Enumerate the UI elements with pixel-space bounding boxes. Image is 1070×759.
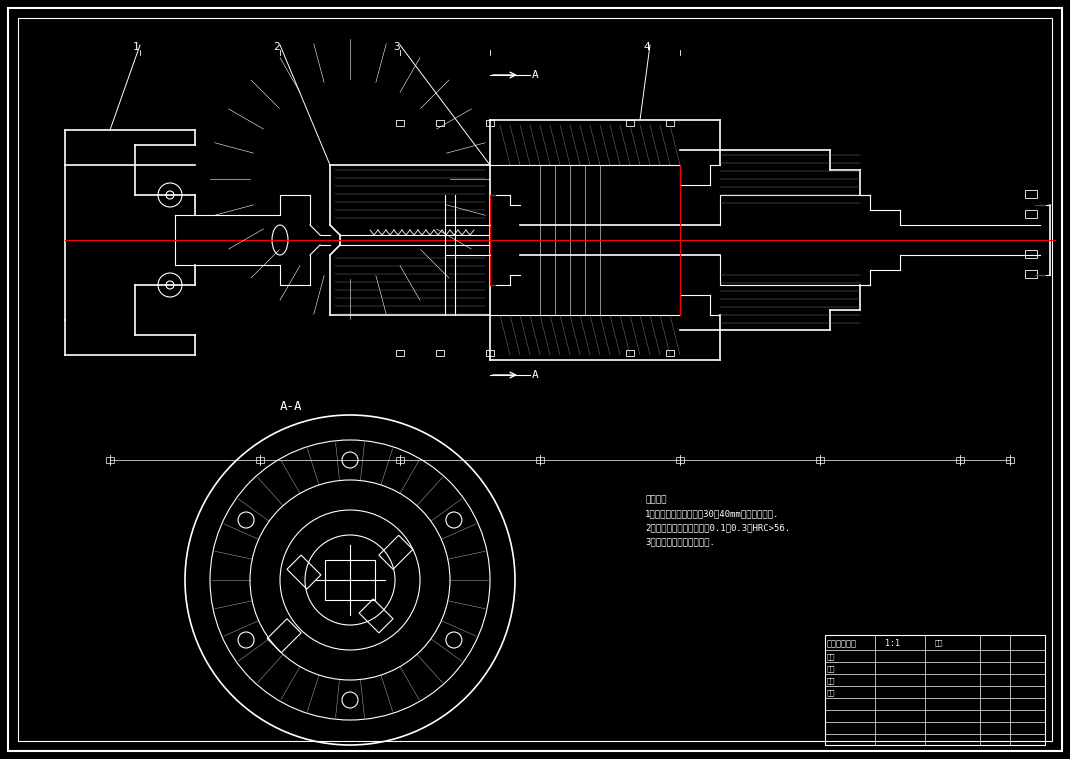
Bar — [666, 350, 674, 356]
Bar — [1025, 210, 1037, 218]
Text: 1、缸体内壁镀铬，厚度30～40mm，镀铬后抛光.: 1、缸体内壁镀铬，厚度30～40mm，镀铬后抛光. — [645, 509, 779, 518]
Text: 技术要求: 技术要求 — [645, 495, 667, 504]
Bar — [268, 619, 301, 653]
Bar — [435, 350, 444, 356]
Text: 3、轴承装配前用汽油清洗.: 3、轴承装配前用汽油清洗. — [645, 537, 715, 546]
Text: 比例: 比例 — [827, 689, 836, 695]
Bar — [435, 120, 444, 126]
Bar — [360, 599, 393, 633]
Bar — [396, 457, 404, 463]
Bar — [536, 457, 544, 463]
Bar — [626, 350, 635, 356]
Text: 3: 3 — [393, 42, 400, 52]
Text: A: A — [532, 70, 539, 80]
Bar — [256, 457, 264, 463]
Text: 审核: 审核 — [827, 677, 836, 684]
Bar — [825, 635, 1045, 745]
Bar — [287, 555, 321, 589]
Text: 4: 4 — [643, 42, 649, 52]
Bar — [486, 120, 494, 126]
Text: 1: 1 — [133, 42, 140, 52]
Bar — [396, 350, 404, 356]
Bar — [1025, 270, 1037, 278]
Bar — [816, 457, 824, 463]
Text: 1:1: 1:1 — [885, 639, 900, 648]
Bar — [1025, 250, 1037, 258]
Bar — [956, 457, 964, 463]
Bar — [325, 560, 374, 600]
Text: 2: 2 — [273, 42, 279, 52]
Text: 设计: 设计 — [827, 665, 836, 672]
Bar — [1025, 190, 1037, 198]
Bar — [379, 535, 413, 569]
Bar — [106, 457, 114, 463]
Text: 2、活塞杆表面氧化，深度0.1～0.3，HRC>56.: 2、活塞杆表面氧化，深度0.1～0.3，HRC>56. — [645, 523, 790, 532]
Text: 机械臂装配图: 机械臂装配图 — [827, 639, 857, 648]
Bar — [666, 120, 674, 126]
Text: A: A — [532, 370, 539, 380]
Text: 图号: 图号 — [827, 653, 836, 660]
Bar — [1006, 457, 1014, 463]
Bar — [486, 350, 494, 356]
Bar — [626, 120, 635, 126]
Bar — [396, 120, 404, 126]
Bar — [676, 457, 684, 463]
Text: A-A: A-A — [280, 400, 303, 413]
Text: 材料: 材料 — [935, 639, 944, 646]
